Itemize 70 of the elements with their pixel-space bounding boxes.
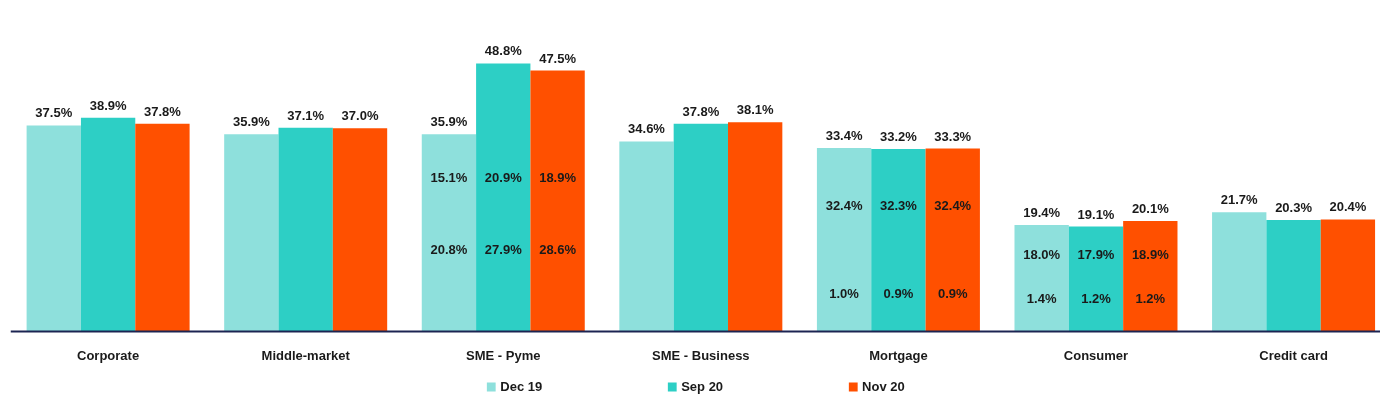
data-label: 37.8% (144, 103, 182, 119)
annotation: 18.9% (539, 170, 577, 186)
data-label: 33.4% (825, 128, 863, 143)
bar (1068, 226, 1124, 332)
bar (135, 123, 190, 332)
annotation: 32.3% (879, 197, 918, 213)
x-tick-label: Mortgage (869, 347, 928, 363)
data-label: 38.9% (89, 97, 127, 113)
annotation: 32.4% (825, 197, 863, 213)
bar (1320, 219, 1376, 332)
data-label: 38.1% (736, 102, 775, 118)
bar (1014, 224, 1069, 332)
annotation: 15.1% (430, 170, 468, 186)
data-label: 37.5% (35, 105, 73, 121)
annotation: 1.2% (1135, 291, 1166, 307)
bar (1212, 212, 1267, 332)
bar (26, 125, 81, 332)
x-tick-label: Corporate (77, 347, 140, 363)
data-label: 37.8% (682, 103, 720, 119)
data-label: 19.4% (1023, 204, 1061, 220)
data-label: 48.8% (484, 43, 523, 59)
data-label: 20.1% (1131, 201, 1170, 217)
bar (476, 63, 531, 332)
x-tick-label: SME - Pyme (466, 347, 541, 363)
bar (1266, 219, 1321, 332)
data-label: 37.1% (287, 107, 325, 123)
legend-label: Nov 20 (862, 379, 905, 394)
data-label: 19.1% (1077, 206, 1115, 222)
data-label: 35.9% (430, 114, 468, 130)
bar (673, 123, 728, 332)
bar (816, 148, 872, 332)
bar (332, 128, 388, 332)
data-label: 47.5% (539, 50, 577, 66)
x-tick-label: SME - Business (652, 347, 750, 363)
annotation: 0.9% (883, 285, 914, 301)
data-label: 21.7% (1220, 192, 1259, 208)
bar (224, 134, 279, 332)
legend-label: Sep 20 (681, 379, 724, 394)
annotation: 27.9% (484, 241, 523, 257)
annotation: 1.0% (829, 285, 860, 301)
bar (728, 122, 783, 332)
annotation: 28.6% (539, 241, 577, 257)
bar (1123, 221, 1178, 332)
bar (421, 134, 477, 332)
data-label: 37.0% (341, 108, 379, 124)
data-label: 20.4% (1329, 199, 1367, 215)
data-label: 35.9% (232, 114, 271, 130)
data-label: 33.3% (934, 128, 972, 144)
annotation: 20.8% (430, 241, 468, 257)
annotation: 32.4% (934, 197, 972, 213)
bar (278, 127, 333, 332)
x-tick-label: Consumer (1063, 347, 1129, 363)
annotation: 1.4% (1026, 291, 1057, 307)
bar (619, 141, 674, 332)
x-tick-label: Credit card (1259, 347, 1328, 363)
annotation: 0.9% (937, 285, 968, 301)
bar (530, 70, 585, 332)
annotation: 17.9% (1077, 247, 1115, 263)
annotation: 18.0% (1023, 247, 1061, 263)
annotation: 20.9% (484, 170, 523, 186)
bar (80, 117, 136, 332)
annotation: 1.2% (1081, 291, 1112, 307)
legend-label: Dec 19 (500, 379, 543, 394)
bar (871, 149, 926, 332)
annotation: 18.9% (1131, 247, 1170, 263)
data-label: 34.6% (628, 121, 666, 137)
bar (925, 148, 980, 332)
data-label: 33.2% (879, 129, 918, 145)
x-tick-label: Middle-market (261, 347, 351, 363)
data-label: 20.3% (1275, 199, 1313, 215)
